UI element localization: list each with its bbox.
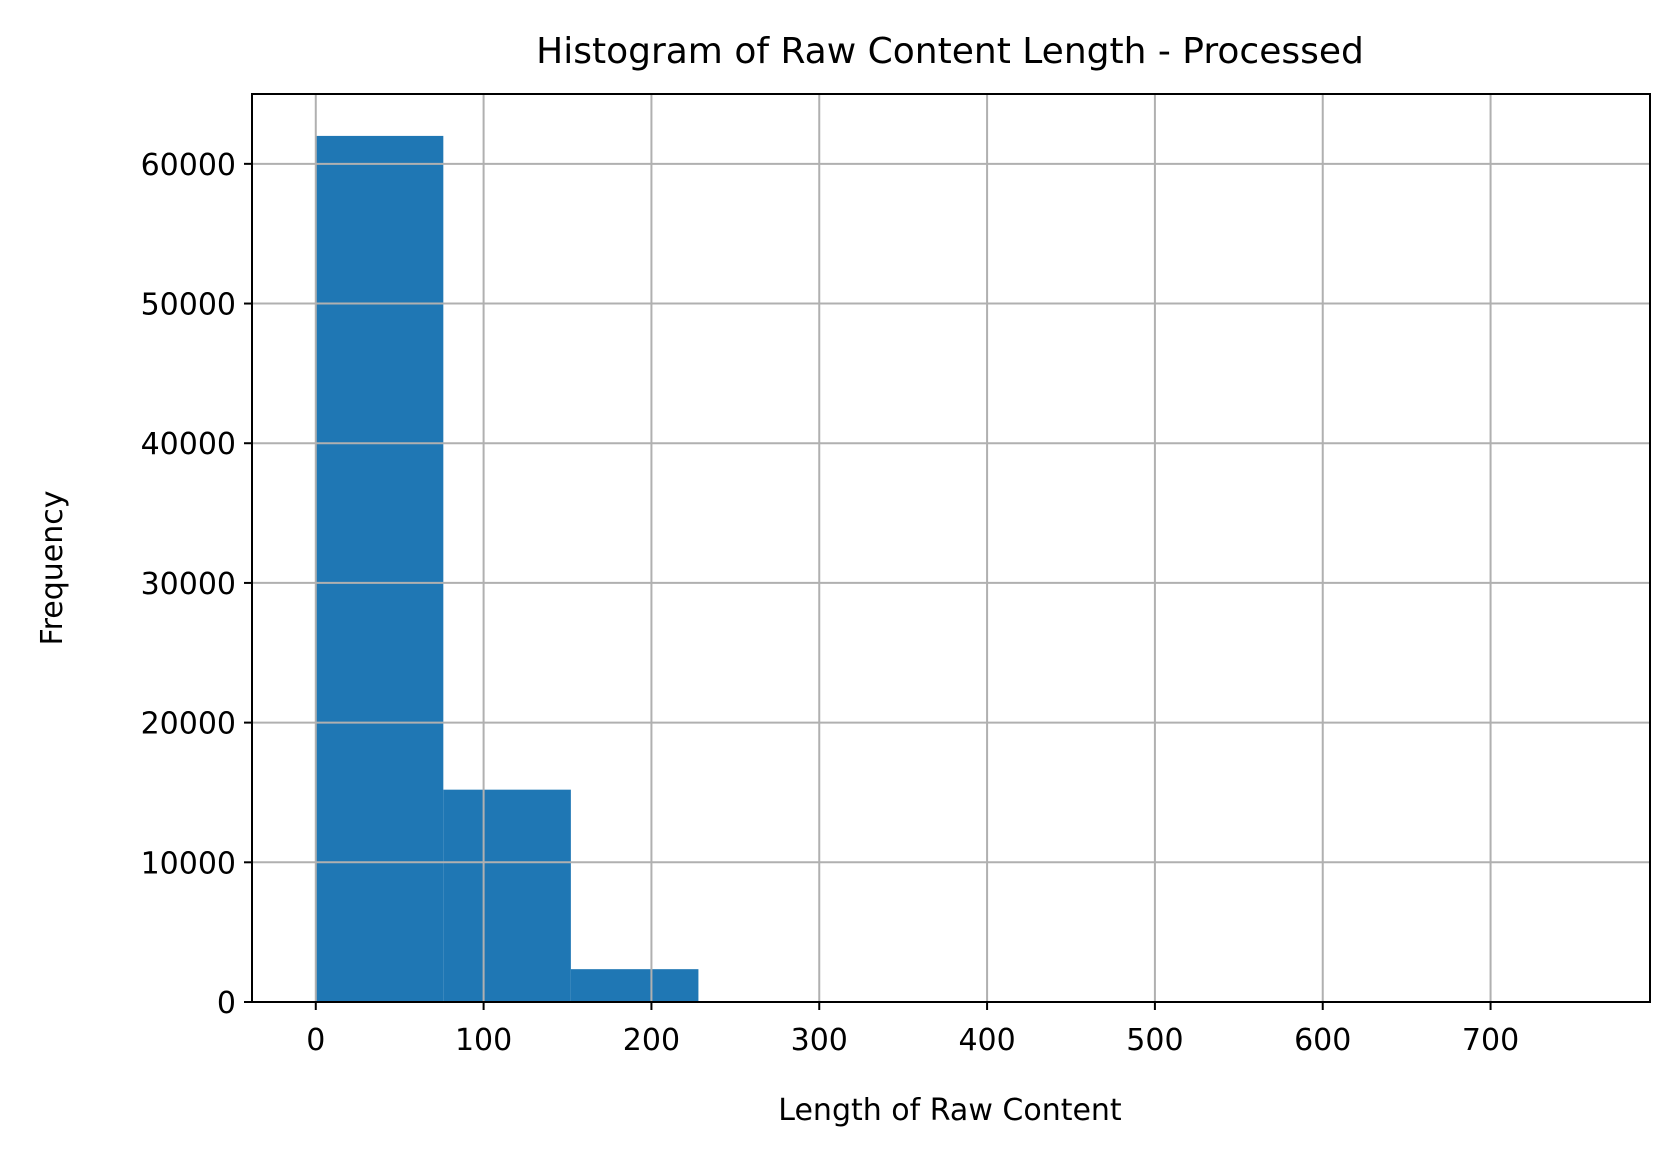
x-tick-label: 400 (958, 1023, 1015, 1058)
histogram-bars (315, 135, 699, 1002)
y-axis-ticks: 0 10000 20000 30000 40000 50000 60000 (141, 148, 252, 1021)
histogram-bar (570, 969, 699, 1002)
y-tick-label: 60000 (141, 148, 236, 183)
x-tick-label: 200 (623, 1023, 680, 1058)
x-tick-label: 700 (1462, 1023, 1519, 1058)
y-tick-label: 20000 (141, 707, 236, 742)
y-tick-label: 10000 (141, 846, 236, 881)
x-tick-label: 0 (306, 1023, 325, 1058)
x-tick-label: 600 (1294, 1023, 1351, 1058)
x-tick-label: 100 (455, 1023, 512, 1058)
grid-lines-over-bars (252, 94, 1650, 1003)
y-axis-label: Frequency (35, 491, 70, 646)
x-axis-label: Length of Raw Content (778, 1093, 1122, 1128)
plot-frame (251, 93, 1651, 1003)
chart-title: Histogram of Raw Content Length - Proces… (536, 31, 1364, 72)
x-tick-label: 300 (791, 1023, 848, 1058)
histogram-bar (443, 789, 571, 1002)
y-tick-label: 40000 (141, 427, 236, 462)
y-tick-label: 0 (217, 986, 236, 1021)
x-axis-ticks: 0 100 200 300 400 500 600 700 (306, 1002, 1519, 1058)
y-tick-label: 50000 (141, 288, 236, 323)
y-tick-label: 30000 (141, 567, 236, 602)
x-tick-label: 500 (1126, 1023, 1183, 1058)
histogram-bar (315, 135, 444, 1002)
